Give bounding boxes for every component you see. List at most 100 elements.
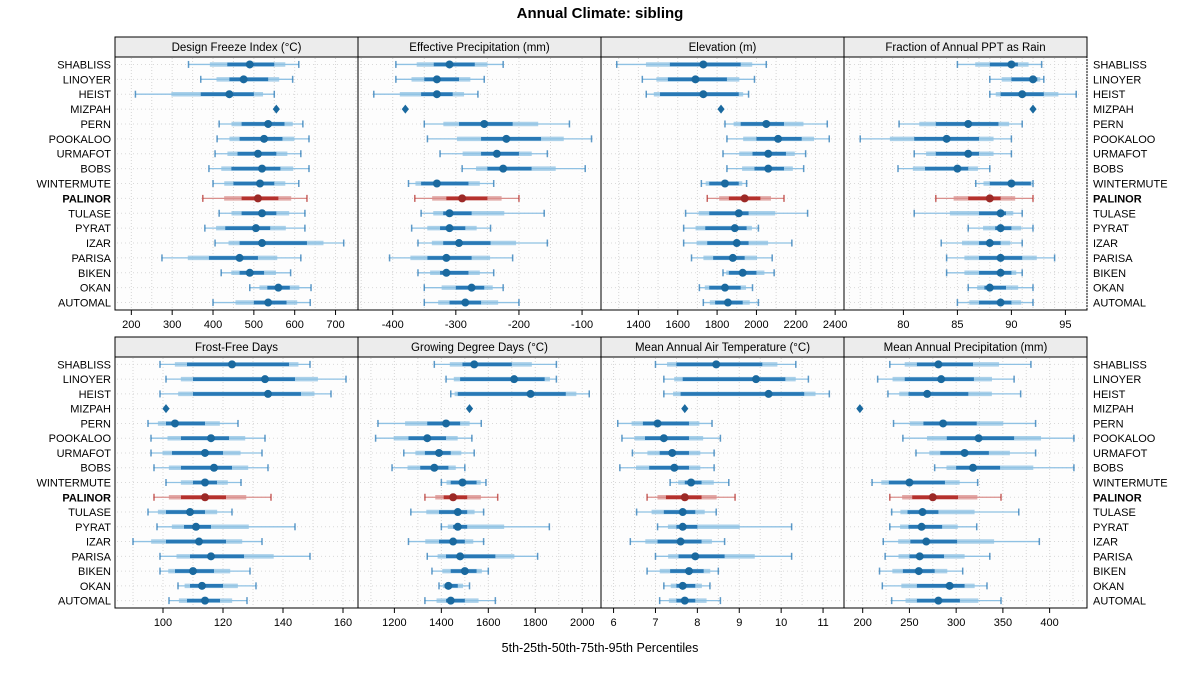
site-row-izar: [360, 239, 599, 248]
site-row-okan: [603, 283, 842, 292]
site-row-heist: [360, 90, 599, 99]
median-dot: [245, 60, 254, 69]
panel-mean-annual-air-temperature-c: Mean Annual Air Temperature (°C) 6 7 8 9 10 11: [600, 336, 845, 629]
median-dot: [937, 375, 946, 384]
median-dot: [905, 478, 914, 487]
median-dot: [239, 75, 248, 84]
gridlines: [862, 358, 1074, 607]
site-row-parisa: [117, 552, 356, 561]
site-row-linoyer: [360, 75, 599, 84]
site-row-tulase: [117, 209, 356, 218]
tick-label: 85: [951, 319, 963, 331]
site-label-left-wintermute: WINTERMUTE: [36, 179, 111, 191]
median-dot: [676, 537, 685, 546]
median-dot: [1007, 179, 1016, 188]
site-row-biken: [360, 268, 599, 277]
median-dot: [502, 134, 511, 143]
site-row-okan: [117, 581, 356, 590]
median-dot: [446, 596, 455, 605]
site-label-left-urmafot: URMAFOT: [57, 149, 112, 161]
site-row-automal: [360, 596, 599, 605]
x-axis-elevation-m: 1400 1600 1800 2000 2200 2400: [626, 310, 847, 331]
median-dot: [207, 552, 215, 561]
point-diamond: [465, 404, 474, 414]
median-dot: [752, 375, 761, 384]
tick-label: 1400: [626, 319, 650, 331]
median-dot: [680, 596, 689, 605]
point-diamond: [856, 404, 864, 414]
site-row-mizpah: [360, 404, 599, 414]
site-row-shabliss: [360, 360, 599, 369]
site-row-tulase: [360, 508, 599, 517]
site-row-izar: [603, 239, 842, 248]
median-dot: [996, 209, 1005, 218]
x-axis-growing-degree-days-c: 1200 1400 1600 1800 2000: [382, 608, 594, 629]
tick-label: 400: [1040, 617, 1058, 629]
site-row-pyrat: [360, 224, 599, 233]
site-label-right-bobs: BOBS: [1093, 164, 1124, 176]
strip-title: Elevation (m): [689, 42, 757, 54]
tick-label: 7: [652, 617, 658, 629]
x-axis-mean-annual-air-temperature-c: 6 7 8 9 10 11: [611, 608, 829, 629]
site-label-left-urmafot: URMAFOT: [57, 448, 112, 460]
gridlines: [370, 358, 583, 607]
tick-label: 6: [611, 617, 617, 629]
median-dot: [1007, 60, 1016, 69]
site-label-left-mizpah: MIZPAH: [70, 404, 111, 416]
site-row-pern: [603, 419, 842, 428]
site-row-bobs: [603, 463, 842, 472]
tick-label: 1400: [429, 617, 453, 629]
median-dot: [653, 419, 662, 428]
site-row-automal: [846, 596, 1085, 605]
x-axis-frost-free-days: 100 120 140 160: [154, 608, 352, 629]
site-row-palinor: [117, 493, 356, 502]
site-row-heist: [846, 90, 1085, 99]
point-diamond: [272, 104, 280, 114]
x-axis-fraction-of-annual-ppt-as-rain: 80 85 90 95: [897, 310, 1072, 331]
median-dot: [442, 268, 451, 277]
site-row-shabliss: [846, 60, 1085, 69]
median-dot: [189, 567, 197, 576]
median-dot: [264, 298, 273, 307]
site-row-pookaloo: [603, 134, 842, 143]
median-dot: [445, 209, 454, 218]
site-row-heist: [117, 90, 356, 99]
tick-label: 1600: [476, 617, 500, 629]
median-dot: [492, 149, 501, 158]
median-dot: [228, 360, 236, 369]
site-label-left-heist: HEIST: [79, 389, 112, 401]
tick-label: 160: [334, 617, 352, 629]
site-row-palinor: [603, 194, 842, 203]
site-row-bobs: [360, 164, 599, 173]
median-dot: [939, 419, 948, 428]
site-row-izar: [117, 239, 356, 248]
median-dot: [235, 253, 244, 262]
median-dot: [691, 75, 700, 84]
site-row-mizpah: [846, 104, 1085, 114]
median-dot: [251, 224, 260, 233]
site-row-wintermute: [603, 478, 842, 487]
tick-label: 2000: [570, 617, 594, 629]
site-label-left-pyrat: PYRAT: [75, 522, 111, 534]
median-dot: [449, 493, 458, 502]
tick-label: 2000: [744, 319, 768, 331]
median-dot: [964, 149, 973, 158]
site-label-left-heist: HEIST: [79, 89, 112, 101]
tick-label: 10: [775, 617, 787, 629]
site-row-automal: [846, 298, 1085, 307]
panel-fraction-of-annual-ppt-as-rain: Fraction of Annual PPT as Rain 80 85 90 95: [843, 36, 1088, 331]
median-dot: [444, 581, 453, 590]
site-label-right-linoyer: LINOYER: [1093, 374, 1141, 386]
median-dot: [723, 298, 732, 307]
median-dot: [253, 194, 262, 203]
site-row-mizpah: [603, 404, 842, 414]
median-dot: [260, 134, 269, 143]
site-row-parisa: [846, 552, 1085, 561]
median-dot: [764, 164, 773, 173]
median-dot: [449, 537, 458, 546]
median-dot: [1029, 75, 1037, 84]
site-label-right-biken: BIKEN: [1093, 268, 1126, 280]
site-row-pyrat: [117, 522, 356, 531]
tick-label: 140: [274, 617, 292, 629]
median-dot: [526, 389, 535, 398]
